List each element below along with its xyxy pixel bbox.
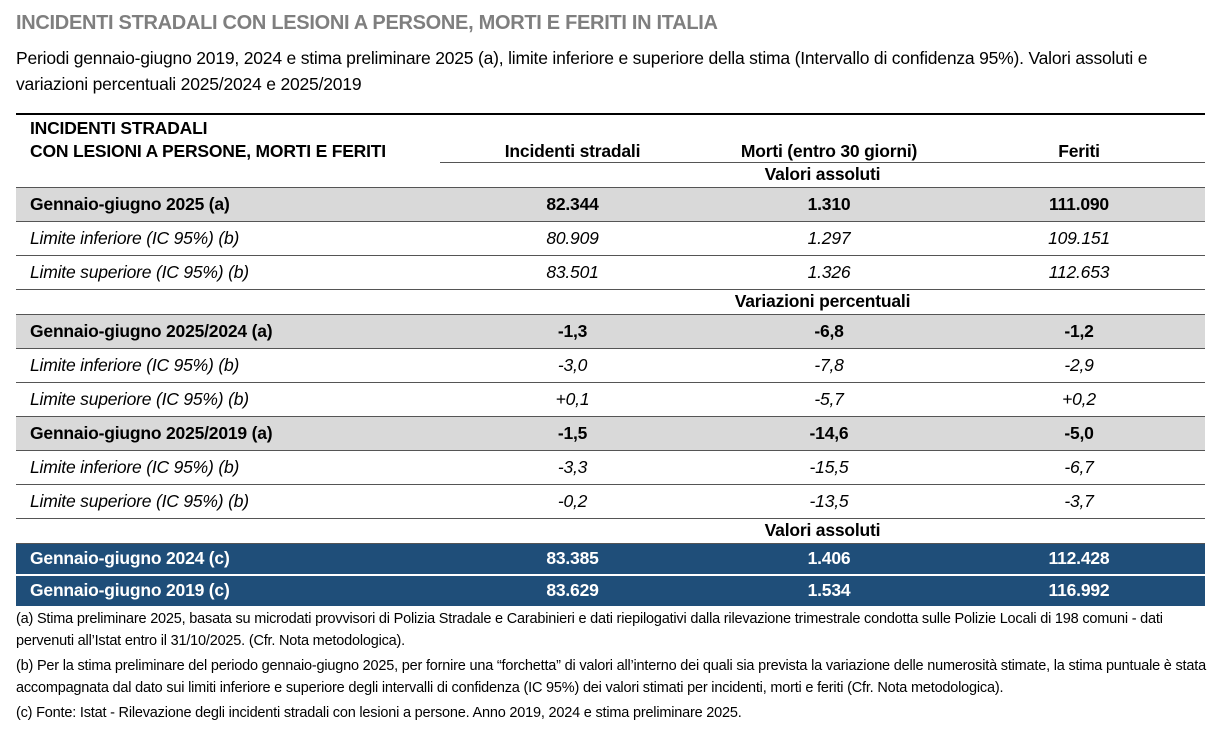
header-label: CON LESIONI A PERSONE, MORTI E FERITI — [30, 140, 386, 161]
table-row: Gennaio-giugno 2025/2024 (a) -1,3 -6,8 -1,2 — [16, 314, 1205, 349]
footnote: (a) Stima preliminare 2025, basata su mi… — [16, 611, 1163, 649]
column-header: Feriti — [953, 114, 1205, 163]
cell-value: 83.629 — [440, 574, 705, 608]
table-row: Limite superiore (IC 95%) (b) 83.501 1.326… — [16, 255, 1205, 290]
row-label: Limite superiore (IC 95%) (b) — [16, 255, 440, 290]
cell-value: -5,0 — [953, 416, 1205, 451]
cell-value: 112.428 — [953, 543, 1205, 576]
column-header: Incidenti stradali — [440, 114, 705, 163]
table-row: Limite superiore (IC 95%) (b) +0,1 -5,7 +0,… — [16, 382, 1205, 417]
section-heading: Valori assoluti — [440, 162, 1205, 188]
cell-value: 1.310 — [705, 187, 953, 222]
section-heading: Valori assoluti — [440, 518, 1205, 544]
cell-value: 83.501 — [440, 255, 705, 290]
table-row: Gennaio-giugno 2024 (c) 83.385 1.406 112.42… — [16, 543, 1205, 576]
cell-value: 112.653 — [953, 255, 1205, 290]
cell-value: 116.992 — [953, 574, 1205, 608]
cell-value: 82.344 — [440, 187, 705, 222]
title: INCIDENTI STRADALI CON LESIONI A PERSONE… — [16, 12, 718, 34]
row-label: Gennaio-giugno 2025/2019 (a) — [16, 416, 440, 451]
cell-value: 1.534 — [705, 574, 953, 608]
cell-value: -1,2 — [953, 314, 1205, 349]
section-row: Valori assoluti — [16, 518, 1205, 544]
header-row: CON LESIONI A PERSONE, MORTI E FERITI — [16, 140, 1205, 162]
column-header: Morti (entro 30 giorni) — [705, 114, 953, 163]
cell-value: -2,9 — [953, 348, 1205, 383]
cell-value: 109.151 — [953, 221, 1205, 256]
row-label: Gennaio-giugno 2025/2024 (a) — [16, 314, 440, 349]
cell-value: -3,3 — [440, 450, 705, 485]
header-row: INCIDENTI STRADALI Incidenti stradali Mo… — [16, 114, 1205, 163]
row-label: Gennaio-giugno 2019 (c) — [16, 574, 440, 608]
section-row: Valori assoluti — [16, 162, 1205, 188]
cell-value: -6,7 — [953, 450, 1205, 485]
cell-value: -5,7 — [705, 382, 953, 417]
row-label: Limite inferiore (IC 95%) (b) — [16, 221, 440, 256]
footnote: (c) Fonte: Istat - Rilevazione degli inc… — [16, 705, 742, 721]
cell-value: -13,5 — [705, 484, 953, 519]
cell-value: 83.385 — [440, 543, 705, 576]
notes: (a) Stima preliminare 2025, basata su mi… — [16, 608, 1211, 727]
table-row: Limite superiore (IC 95%) (b) -0,2 -13,5 -3… — [16, 484, 1205, 519]
row-label: Limite inferiore (IC 95%) (b) — [16, 348, 440, 383]
row-label: Limite superiore (IC 95%) (b) — [16, 484, 440, 519]
cell-value: -3,7 — [953, 484, 1205, 519]
table-body: INCIDENTI STRADALI Incidenti stradali Mo… — [16, 114, 1205, 608]
cell-value: -1,3 — [440, 314, 705, 349]
cell-value: +0,1 — [440, 382, 705, 417]
subtitle: Periodi gennaio-giugno 2019, 2024 e stim… — [16, 48, 1148, 94]
footnote: (b) Per la stima preliminare del periodo… — [16, 658, 1206, 696]
cell-value: 80.909 — [440, 221, 705, 256]
cell-value: 1.326 — [705, 255, 953, 290]
data-table: INCIDENTI STRADALI Incidenti stradali Mo… — [16, 113, 1205, 608]
header-label: INCIDENTI STRADALI — [30, 118, 208, 138]
table-row: Limite inferiore (IC 95%) (b) -3,0 -7,8 -2,… — [16, 348, 1205, 383]
cell-value: 111.090 — [953, 187, 1205, 222]
row-label: Limite inferiore (IC 95%) (b) — [16, 450, 440, 485]
row-label: Gennaio-giugno 2025 (a) — [16, 187, 440, 222]
section-row: Variazioni percentuali — [16, 289, 1205, 315]
cell-value: +0,2 — [953, 382, 1205, 417]
cell-value: -15,5 — [705, 450, 953, 485]
cell-value: -0,2 — [440, 484, 705, 519]
cell-value: -1,5 — [440, 416, 705, 451]
row-label: Limite superiore (IC 95%) (b) — [16, 382, 440, 417]
section-spacer — [16, 518, 440, 544]
cell-value: 1.406 — [705, 543, 953, 576]
section-spacer — [16, 162, 440, 188]
cell-value: -6,8 — [705, 314, 953, 349]
cell-value: -7,8 — [705, 348, 953, 383]
cell-value: -3,0 — [440, 348, 705, 383]
row-label: Gennaio-giugno 2024 (c) — [16, 543, 440, 576]
section-heading: Variazioni percentuali — [440, 289, 1205, 315]
cell-value: -14,6 — [705, 416, 953, 451]
table-row: Gennaio-giugno 2025 (a) 82.344 1.310 111.09… — [16, 187, 1205, 222]
table-row: Gennaio-giugno 2025/2019 (a) -1,5 -14,6 -5,… — [16, 416, 1205, 451]
table-row: Gennaio-giugno 2019 (c) 83.629 1.534 116.99… — [16, 574, 1205, 608]
table-row: Limite inferiore (IC 95%) (b) -3,3 -15,5 -6… — [16, 450, 1205, 485]
cell-value: 1.297 — [705, 221, 953, 256]
table-row: Limite inferiore (IC 95%) (b) 80.909 1.297… — [16, 221, 1205, 256]
section-spacer — [16, 289, 440, 315]
